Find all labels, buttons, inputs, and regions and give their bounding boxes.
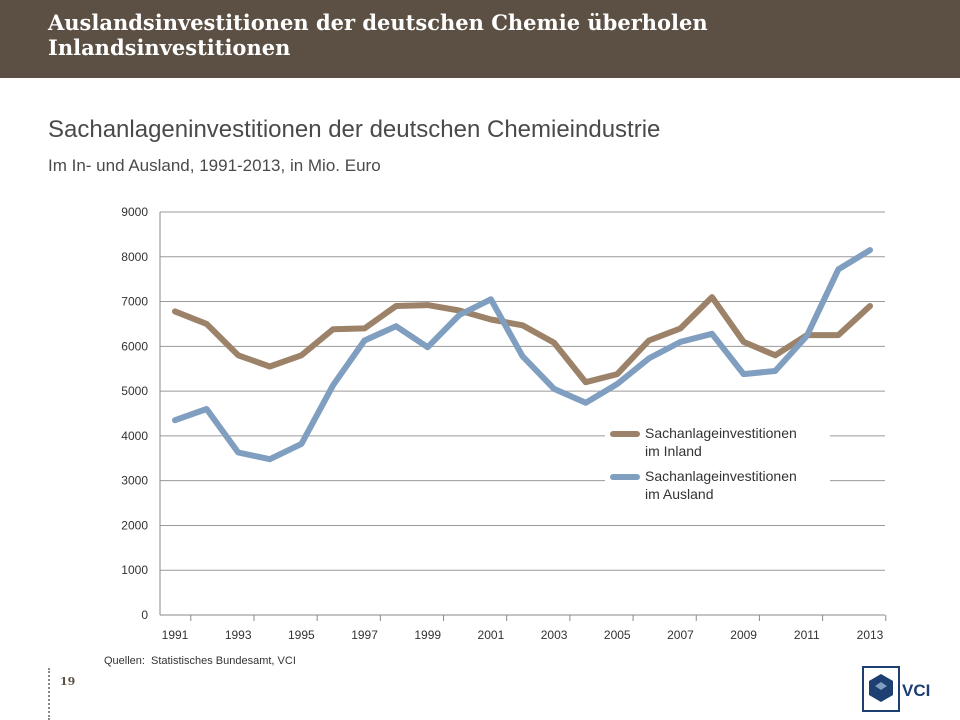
x-tick-label: 2003	[541, 628, 568, 642]
page-title: Auslandsinvestitionen der deutschen Chem…	[48, 10, 708, 60]
source-label: Quellen:	[104, 655, 145, 667]
page-number: 19	[60, 675, 76, 688]
y-tick-label: 4000	[121, 429, 148, 443]
logo-frame	[862, 666, 900, 712]
grid-lines	[159, 211, 885, 616]
source-text: Statistisches Bundesamt, VCI	[150, 655, 296, 667]
y-tick-label: 2000	[121, 518, 148, 532]
y-axis-ticks: 0 1000 2000 3000 4000 5000 6000 7000 8000 9000	[121, 205, 148, 622]
y-tick-label: 0	[141, 608, 148, 622]
x-tick-label: 2011	[794, 628, 820, 642]
legend-label-ausland: im Ausland	[645, 486, 713, 502]
x-tick-label: 1995	[288, 628, 315, 642]
x-tick-label: 2009	[730, 628, 757, 642]
x-tick-label: 2005	[604, 628, 631, 642]
x-tick-label: 1997	[351, 628, 378, 642]
y-tick-label: 1000	[121, 563, 148, 577]
legend-label-inland: Sachanlageinvestitionen	[645, 425, 797, 441]
side-divider	[48, 668, 50, 720]
legend-label-inland: im Inland	[645, 443, 702, 459]
y-tick-label: 6000	[121, 339, 148, 353]
x-tick-label: 2001	[478, 628, 505, 642]
source-note: Quellen: Statistisches Bundesamt, VCI	[104, 655, 296, 667]
legend-label-ausland: Sachanlageinvestitionen	[645, 468, 797, 484]
chart-subtitle: Im In- und Ausland, 1991-2013, in Mio. E…	[48, 156, 381, 175]
y-tick-label: 3000	[121, 474, 148, 488]
y-tick-label: 9000	[121, 205, 148, 219]
legend-box	[605, 422, 830, 508]
series-line-inland	[172, 294, 873, 386]
x-tick-label: 1999	[414, 628, 441, 642]
x-tick-label: 2007	[667, 628, 694, 642]
x-tick-label: 1991	[162, 628, 189, 642]
legend: Sachanlageinvestitionen im Inland Sachanla…	[605, 422, 830, 508]
header-bar: Auslandsinvestitionen der deutschen Chem…	[0, 0, 960, 78]
y-tick-label: 7000	[121, 295, 148, 309]
x-tick-label: 2013	[857, 628, 884, 642]
logo-text: VCI	[902, 681, 930, 700]
vci-logo: VCI	[862, 666, 930, 712]
series-line-ausland	[172, 247, 873, 463]
x-axis-ticks: 1991 1993 1995 1997 1999 2001 2003 2005 2007 2009…	[162, 615, 887, 642]
y-tick-label: 8000	[121, 250, 148, 264]
logo-cube-top	[875, 682, 887, 690]
y-tick-label: 5000	[121, 384, 148, 398]
x-tick-label: 1993	[225, 628, 252, 642]
series-lines	[172, 247, 873, 463]
chart-title: Sachanlageninvestitionen der deutschen C…	[48, 116, 661, 143]
